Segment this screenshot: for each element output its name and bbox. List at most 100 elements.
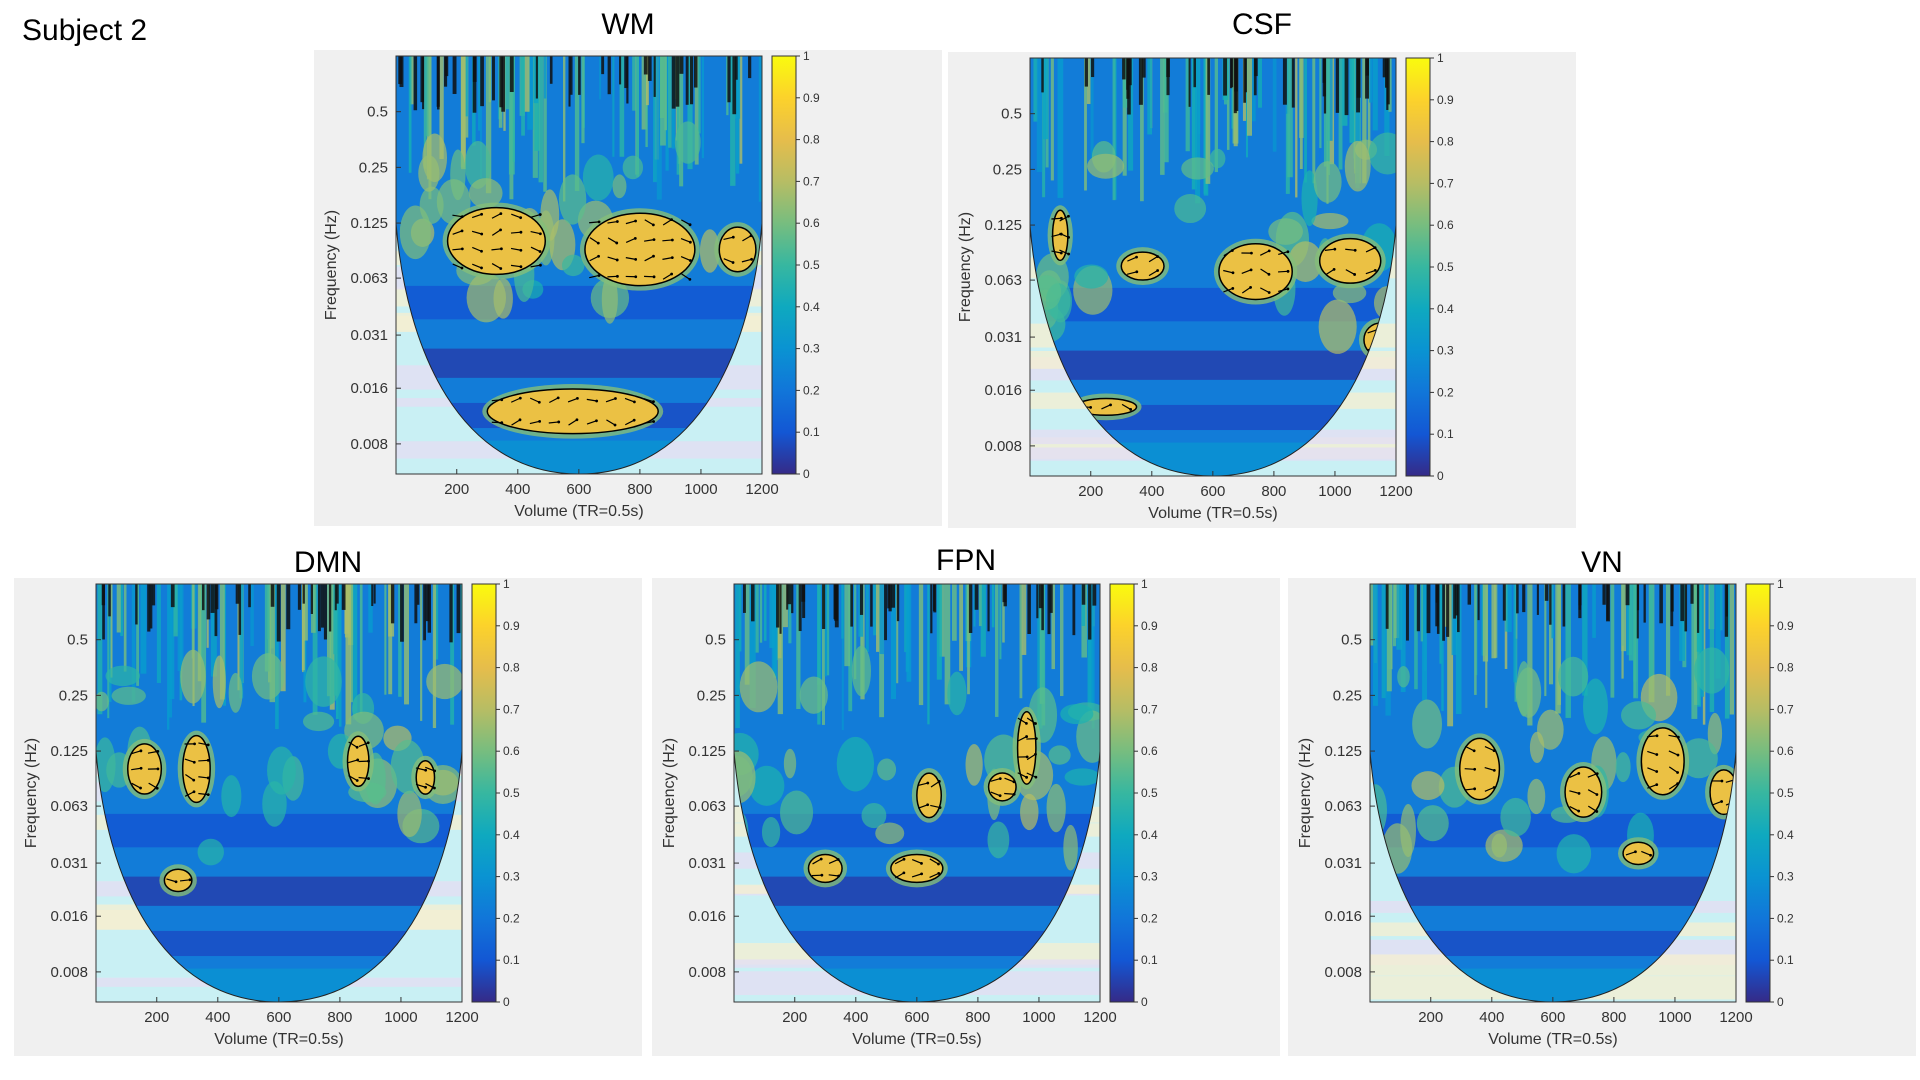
colorbar-tick-label: 0.6	[1141, 744, 1158, 758]
y-axis-label: Frequency (Hz)	[23, 738, 40, 848]
colorbar-tick-label: 0.3	[503, 870, 520, 884]
y-tick-label: 0.25	[59, 687, 88, 704]
y-tick-label: 0.008	[688, 964, 726, 981]
colorbar-tick-label: 0.4	[803, 300, 820, 314]
y-tick-label: 0.5	[67, 632, 88, 649]
colorbar: 0 0.1 0.2 0.3 0.4 0.5 0.6 0.7 0.8 0.9 1	[1745, 578, 1794, 1009]
colorbar-tick-label: 0.5	[803, 258, 820, 272]
y-tick-label: 0.031	[688, 855, 726, 872]
colorbar-tick-label: 0	[1141, 995, 1148, 1009]
colorbar-tick-label: 0.5	[1437, 260, 1454, 274]
significant-region	[911, 768, 947, 823]
x-tick-label: 1000	[384, 1009, 417, 1026]
y-tick-label: 0.031	[984, 329, 1022, 346]
colorbar-tick-label: 0.7	[803, 174, 820, 188]
x-tick-label: 200	[444, 481, 469, 498]
x-tick-label: 200	[1418, 1009, 1443, 1026]
x-axis-label: Volume (TR=0.5s)	[514, 503, 643, 520]
cone-of-influence	[396, 56, 762, 474]
colorbar-tick-label: 0.9	[503, 619, 520, 633]
x-tick-label: 800	[1261, 483, 1286, 500]
colorbar: 0 0.1 0.2 0.3 0.4 0.5 0.6 0.7 0.8 0.9 1	[771, 50, 820, 481]
y-tick-label: 0.125	[984, 217, 1022, 234]
y-tick-label: 0.125	[350, 215, 388, 232]
colorbar-tick-label: 0.1	[1437, 427, 1454, 441]
colorbar-tick-label: 0.1	[1141, 953, 1158, 967]
y-tick-label: 0.5	[367, 104, 388, 121]
colorbar-tick-label: 0.7	[503, 702, 520, 716]
colorbar-tick-label: 0.3	[1777, 870, 1794, 884]
chart-title-vn: VN	[1581, 546, 1623, 579]
x-tick-label: 1200	[1083, 1009, 1116, 1026]
colorbar-tick-label: 1	[803, 50, 810, 63]
significant-region	[1560, 762, 1607, 823]
y-tick-label: 0.5	[705, 632, 726, 649]
colorbar-tick-label: 0.3	[1141, 870, 1158, 884]
colorbar-tick-label: 1	[1437, 52, 1444, 65]
x-tick-label: 1200	[1719, 1009, 1752, 1026]
colorbar-tick-label: 0.1	[803, 425, 820, 439]
colorbar-tick-label: 0	[1777, 995, 1784, 1009]
panel-vn: VN 200 400 600 800 1000 1200 0.5 0.25 0.125 0.063…	[1288, 538, 1916, 1056]
wavelet-coherence-chart: 200 400 600 800 1000 1200 0.5 0.25 0.125 0.063 0.0…	[323, 50, 820, 520]
x-tick-label: 600	[1540, 1009, 1565, 1026]
y-tick-label: 0.25	[697, 687, 726, 704]
y-tick-label: 0.25	[359, 159, 388, 176]
y-tick-label: 0.25	[1333, 687, 1362, 704]
y-tick-label: 0.008	[350, 436, 388, 453]
chart-title-csf: CSF	[1232, 8, 1292, 41]
x-tick-label: 200	[1078, 483, 1103, 500]
y-tick-label: 0.063	[1324, 798, 1362, 815]
y-tick-label: 0.008	[1324, 964, 1362, 981]
colorbar-tick-label: 0.3	[803, 342, 820, 356]
wavelet-coherence-chart: 200 400 600 800 1000 1200 0.5 0.25 0.125 0.063 0.0…	[661, 578, 1158, 1048]
significant-region	[1116, 247, 1170, 286]
x-tick-label: 200	[144, 1009, 169, 1026]
x-tick-label: 800	[965, 1009, 990, 1026]
significant-region	[1213, 238, 1298, 305]
colorbar-tick-label: 0.9	[1141, 619, 1158, 633]
significant-region	[442, 202, 551, 280]
significant-region	[1454, 733, 1505, 805]
colorbar-tick-label: 0.8	[1437, 135, 1454, 149]
y-axis-label: Frequency (Hz)	[323, 210, 340, 320]
colorbar-tick-label: 0.8	[503, 661, 520, 675]
x-tick-label: 600	[566, 481, 591, 498]
wavelet-coherence-chart: 200 400 600 800 1000 1200 0.5 0.25 0.125 0.063 0.0…	[957, 52, 1454, 522]
y-tick-label: 0.008	[984, 438, 1022, 455]
x-tick-label: 1000	[1658, 1009, 1691, 1026]
x-tick-label: 600	[266, 1009, 291, 1026]
y-tick-label: 0.5	[1341, 632, 1362, 649]
y-axis-label: Frequency (Hz)	[957, 212, 974, 322]
significant-region	[342, 731, 374, 792]
y-axis-label: Frequency (Hz)	[1297, 738, 1314, 848]
x-tick-label: 400	[1139, 483, 1164, 500]
colorbar-tick-label: 0.2	[1437, 385, 1454, 399]
colorbar-tick-label: 0.4	[1141, 828, 1158, 842]
significant-region	[803, 849, 848, 888]
x-tick-label: 800	[627, 481, 652, 498]
cone-of-influence	[1370, 584, 1736, 1002]
colorbar-tick-label: 0	[503, 995, 510, 1009]
y-tick-label: 0.016	[1324, 908, 1362, 925]
wavelet-coherence-chart: 200 400 600 800 1000 1200 0.5 0.25 0.125 0.063 0.0…	[23, 578, 520, 1048]
colorbar-tick-label: 0.4	[1777, 828, 1794, 842]
significant-region	[177, 730, 216, 808]
x-tick-label: 800	[1601, 1009, 1626, 1026]
y-tick-label: 0.016	[688, 908, 726, 925]
x-axis-label: Volume (TR=0.5s)	[1148, 505, 1277, 522]
colorbar-tick-label: 0.8	[1141, 661, 1158, 675]
colorbar-tick-label: 1	[503, 578, 510, 591]
colorbar-tick-label: 0.9	[1777, 619, 1794, 633]
significant-region	[482, 384, 664, 439]
panel-csf: CSF 200 400 600 800 1000 1200 0.5 0.25 0.125 0.06…	[948, 0, 1576, 530]
x-tick-label: 400	[505, 481, 530, 498]
significant-region	[1636, 722, 1690, 800]
colorbar-tick-label: 0.1	[1777, 953, 1794, 967]
colorbar-tick-label: 0	[1437, 469, 1444, 483]
x-tick-label: 200	[782, 1009, 807, 1026]
significant-region	[1012, 706, 1041, 790]
colorbar-tick-label: 0.7	[1777, 702, 1794, 716]
colorbar-tick-label: 0.3	[1437, 344, 1454, 358]
colorbar-tick-label: 0	[803, 467, 810, 481]
